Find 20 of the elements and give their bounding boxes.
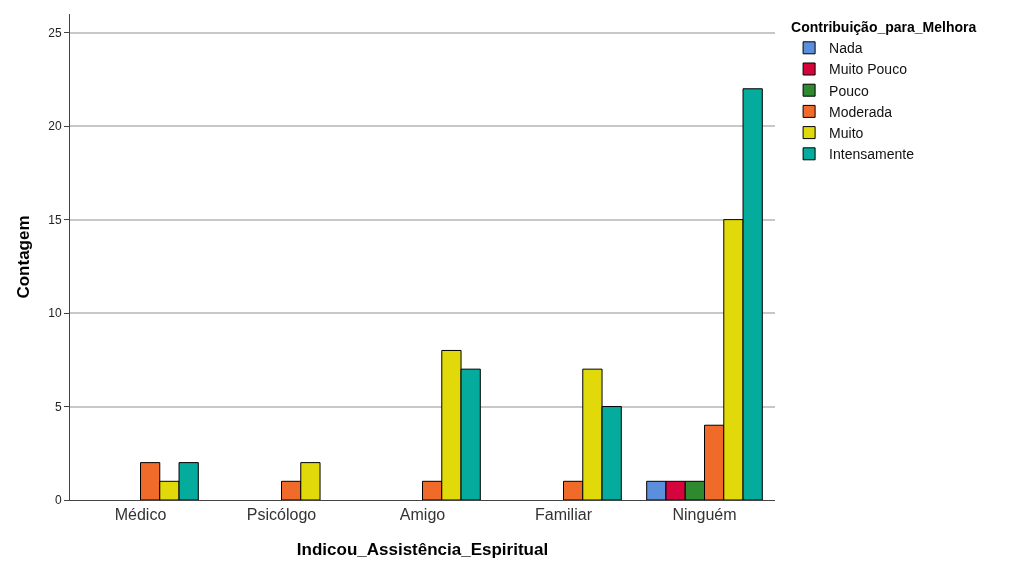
- x-tick-label: Amigo: [399, 506, 446, 524]
- y-tick-label: 5: [54, 399, 62, 414]
- legend-label: Muito: [829, 125, 864, 142]
- legend-title: Contribuição_para_Melhora: [791, 19, 977, 36]
- legend-label: Moderada: [829, 103, 893, 120]
- legend-label: Intensamente: [829, 146, 915, 163]
- x-tick-label: Médico: [114, 506, 167, 524]
- y-tick-label: 0: [54, 493, 62, 508]
- legend-label: Muito Pouco: [829, 61, 908, 78]
- y-tick-label: 25: [48, 25, 62, 40]
- x-tick-label: Ninguém: [672, 506, 737, 524]
- x-axis-title: Indicou_Assistência_Espiritual: [296, 539, 549, 559]
- y-tick-label: 10: [48, 306, 62, 321]
- y-tick-label: 20: [48, 119, 62, 134]
- legend-label: Nada: [829, 40, 863, 57]
- x-tick-label: Familiar: [535, 506, 593, 524]
- x-tick-label: Psicólogo: [246, 506, 317, 524]
- y-tick-label: 15: [48, 212, 62, 227]
- legend-label: Pouco: [829, 82, 870, 99]
- y-axis-title: Contagem: [13, 215, 33, 299]
